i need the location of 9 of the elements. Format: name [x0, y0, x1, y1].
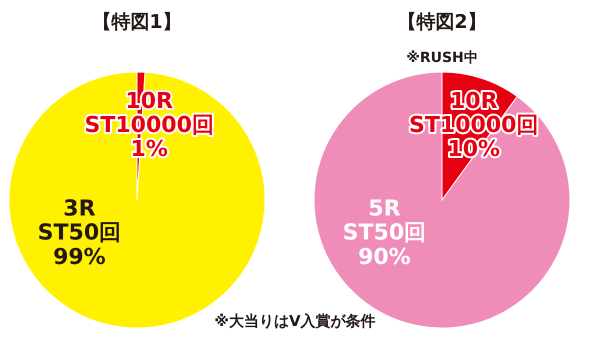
slice-label: 3R ST50回 [38, 196, 122, 246]
slice-label: 10R ST10000回 [409, 88, 538, 138]
data-label: 99% [53, 244, 106, 270]
text: ※大当りはV入賞が条件 [214, 312, 376, 330]
chart-title: 【特図1】 [92, 11, 182, 33]
data-label: 90% [358, 244, 411, 270]
chart-title: 【特図2】 [397, 11, 487, 33]
chart-subtitle: ※RUSH中 [406, 50, 478, 66]
slice-label: 5R ST50回 [342, 196, 426, 246]
